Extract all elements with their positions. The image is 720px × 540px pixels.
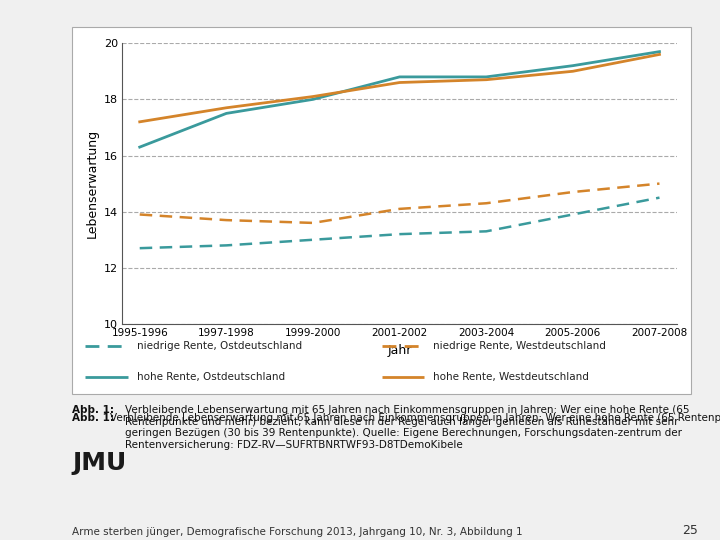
X-axis label: Jahr: Jahr (387, 344, 412, 357)
Text: JΜU: JΜU (72, 451, 126, 475)
Text: Arme sterben jünger, Demografische Forschung 2013, Jahrgang 10, Nr. 3, Abbildung: Arme sterben jünger, Demografische Forsc… (72, 527, 523, 537)
Text: niedrige Rente, Westdeutschland: niedrige Rente, Westdeutschland (433, 341, 606, 351)
Text: 25: 25 (683, 524, 698, 537)
Text: hohe Rente, Westdeutschland: hohe Rente, Westdeutschland (433, 372, 589, 382)
Text: Abb. 1:: Abb. 1: (72, 405, 114, 415)
Text: Verbleibende Lebenserwartung mit 65 Jahren nach Einkommensgruppen in Jahren: Wer: Verbleibende Lebenserwartung mit 65 Jahr… (110, 413, 720, 423)
Text: niedrige Rente, Ostdeutschland: niedrige Rente, Ostdeutschland (137, 341, 302, 351)
Text: Verbleibende Lebenserwartung mit 65 Jahren nach Einkommensgruppen in Jahren: Wer: Verbleibende Lebenserwartung mit 65 Jahr… (125, 405, 689, 450)
Y-axis label: Lebenserwartung: Lebenserwartung (86, 129, 99, 238)
Text: hohe Rente, Ostdeutschland: hohe Rente, Ostdeutschland (137, 372, 285, 382)
Text: Abb. 1:: Abb. 1: (72, 413, 114, 423)
